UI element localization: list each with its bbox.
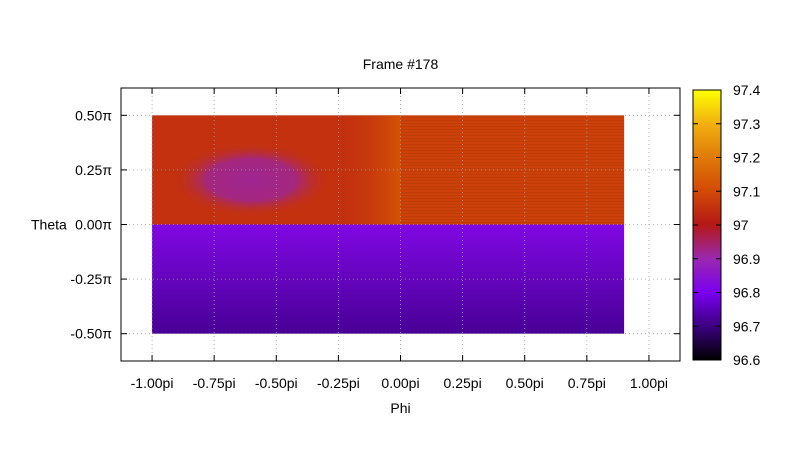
x-tick-label: -0.50pi (255, 375, 298, 391)
y-tick-label: -0.50π (70, 326, 112, 342)
colorbar: 96.6 96.7 96.8 96.9 97 97.1 97.2 97.3 97.4 (692, 82, 760, 368)
x-axis: -1.00pi -0.75pi -0.50pi -0.25pi 0.00pi 0.25pi… (131, 88, 668, 391)
x-tick-label: 0.50pi (506, 375, 544, 391)
x-tick-label: 0.00pi (381, 375, 419, 391)
colorbar-tick-label: 97.3 (733, 116, 760, 132)
colorbar-tick-label: 97.4 (733, 82, 760, 98)
y-axis: 0.50π 0.25π 0.00π -0.25π -0.50π (70, 107, 680, 342)
heatmap-cells (152, 115, 625, 334)
y-axis-label: Theta (31, 217, 67, 233)
colorbar-tick-label: 97.2 (733, 150, 760, 166)
x-tick-label: 1.00pi (630, 375, 668, 391)
colorbar-tick-label: 96.7 (733, 318, 760, 334)
y-tick-label: 0.50π (75, 107, 112, 123)
x-axis-label: Phi (390, 400, 410, 416)
x-tick-label: 0.25pi (444, 375, 482, 391)
x-tick-label: -1.00pi (131, 375, 174, 391)
x-tick-label: 0.75pi (568, 375, 606, 391)
y-tick-label: 0.25π (75, 162, 112, 178)
colorbar-tick-label: 97 (733, 217, 749, 233)
x-tick-label: -0.75pi (193, 375, 236, 391)
x-tick-label: -0.25pi (317, 375, 360, 391)
colorbar-tick-label: 96.8 (733, 285, 760, 301)
colorbar-tick-label: 96.6 (733, 352, 760, 368)
region-upper-right-banding (400, 115, 625, 225)
y-tick-label: 0.00π (75, 217, 112, 233)
colorbar-tick-label: 96.9 (733, 251, 760, 267)
grid-lines (121, 88, 680, 361)
y-tick-label: -0.25π (70, 271, 112, 287)
colorbar-tick-label: 97.1 (733, 183, 760, 199)
region-cool-spot (171, 142, 332, 218)
chart-title: Frame #178 (363, 56, 439, 72)
